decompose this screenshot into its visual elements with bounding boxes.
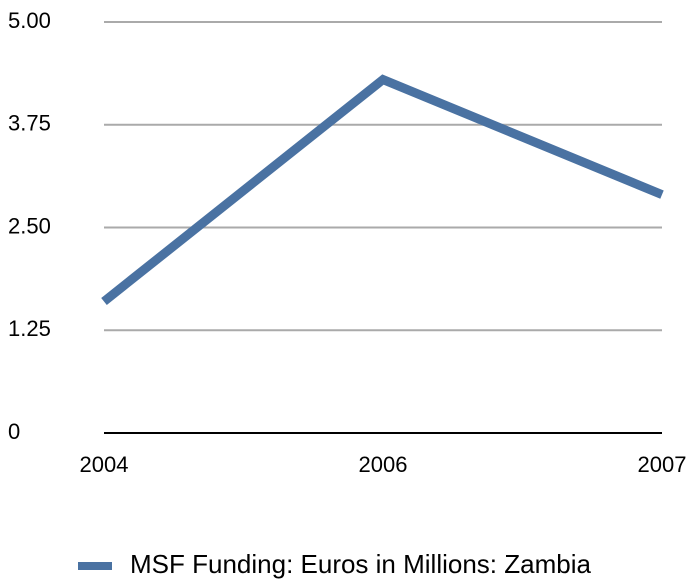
y-tick-label: 1.25: [8, 316, 51, 341]
y-tick-label: 3.75: [8, 111, 51, 136]
y-tick-label: 5.00: [8, 8, 51, 33]
x-tick-label: 2004: [80, 452, 129, 477]
x-tick-label: 2007: [638, 452, 687, 477]
data-line: [101, 74, 664, 306]
legend-label: MSF Funding: Euros in Millions: Zambia: [130, 549, 591, 579]
y-tick-label: 2.50: [8, 213, 51, 238]
x-tick-label: 2006: [359, 452, 408, 477]
y-tick-label: 0: [8, 419, 20, 444]
